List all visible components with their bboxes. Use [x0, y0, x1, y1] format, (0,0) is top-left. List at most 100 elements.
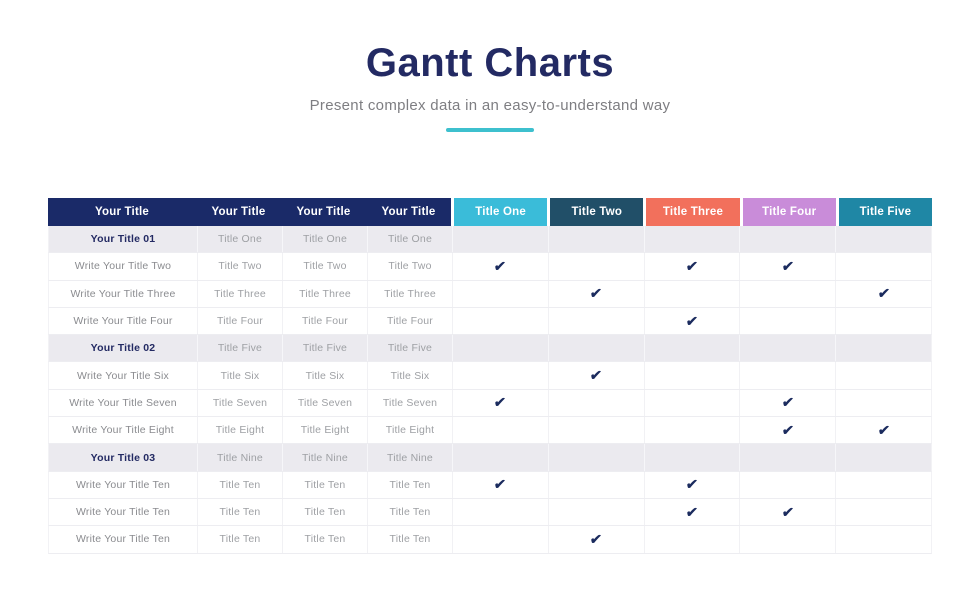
check-cell: ✔: [739, 498, 835, 526]
row-label-cell: Title Ten: [367, 498, 452, 526]
column-header-title-three: Title Three: [643, 198, 740, 226]
column-header-title-two: Title Two: [547, 198, 644, 226]
empty-cell: [739, 526, 835, 553]
empty-cell: [643, 417, 740, 444]
empty-cell: [547, 307, 644, 335]
empty-cell: [547, 226, 644, 253]
check-cell: ✔: [452, 253, 548, 280]
empty-cell: [452, 307, 548, 335]
check-cell: ✔: [547, 526, 644, 553]
column-header-your-title-3: Your Title: [281, 198, 366, 226]
row-label-cell: Title Six: [197, 362, 282, 389]
row-title: Write Your Title Seven: [69, 396, 177, 409]
slide: Gantt Charts Present complex data in an …: [0, 42, 980, 593]
task-row: Write Your Title Two Title Two Title Two Ti…: [48, 253, 932, 281]
row-label-cell: Title Ten: [282, 526, 367, 553]
check-icon: ✔: [685, 476, 699, 493]
empty-cell: [547, 253, 644, 280]
empty-cell: [643, 226, 740, 253]
row-label-cell: Title Three: [197, 280, 282, 307]
section-row: Your Title 01 Title One Title One Title One: [48, 226, 932, 254]
row-label-cell: Title Six: [282, 362, 367, 389]
check-cell: ✔: [739, 253, 835, 280]
row-label-cell: Title Four: [197, 307, 282, 335]
page-title: Gantt Charts: [365, 41, 615, 85]
row-label-cell: Title Ten: [197, 526, 282, 553]
column-header-title-five: Title Five: [835, 198, 932, 226]
row-label-cell: Title Five: [282, 335, 367, 362]
check-cell: ✔: [739, 389, 835, 417]
row-label-cell: Title Three: [282, 280, 367, 307]
empty-cell: [452, 226, 548, 253]
accent-underline: [446, 128, 534, 132]
table-body: Your Title 01 Title One Title One Title One…: [48, 226, 932, 554]
row-label-cell: Title Nine: [197, 444, 282, 471]
page-subtitle: Present complex data in an easy-to-under…: [309, 97, 671, 114]
empty-cell: [739, 335, 835, 362]
gantt-table: Your Title Your Title Your Title Your Ti…: [48, 198, 932, 554]
task-row: Write Your Title Ten Title Ten Title Ten Ti…: [48, 526, 932, 554]
row-label-cell: Title Ten: [197, 498, 282, 526]
row-title: Write Your Title Three: [70, 287, 176, 300]
check-icon: ✔: [876, 421, 891, 438]
check-icon: ✔: [876, 285, 891, 302]
row-label-cell: Title Two: [282, 253, 367, 280]
empty-cell: [452, 362, 548, 389]
column-header-your-title-4: Your Title: [366, 198, 451, 226]
column-header-title-four: Title Four: [739, 198, 836, 226]
empty-cell: [452, 526, 548, 553]
check-cell: ✔: [739, 417, 835, 444]
row-title: Write Your Title Ten: [75, 506, 171, 519]
empty-cell: [547, 498, 644, 526]
row-title: Write Your Title Ten: [75, 478, 171, 491]
check-cell: ✔: [547, 362, 644, 389]
empty-cell: [643, 526, 740, 553]
empty-cell: [643, 335, 740, 362]
check-cell: ✔: [835, 280, 931, 307]
row-label-cell: Title Eight: [197, 417, 282, 444]
check-cell: ✔: [643, 498, 740, 526]
check-icon: ✔: [493, 476, 508, 493]
empty-cell: [739, 226, 835, 253]
empty-cell: [739, 307, 835, 335]
row-title: Write Your Title Eight: [72, 424, 174, 437]
row-label-cell: Title Two: [197, 253, 282, 280]
row-label-cell: Title Eight: [367, 417, 452, 444]
empty-cell: [835, 362, 931, 389]
empty-cell: [835, 335, 931, 362]
empty-cell: [835, 526, 931, 553]
row-label-cell: Title Ten: [282, 498, 367, 526]
empty-cell: [547, 417, 644, 444]
empty-cell: [739, 471, 835, 498]
row-title: Your Title 01: [90, 233, 156, 246]
row-label-cell: Title Five: [197, 335, 282, 362]
row-label-cell: Title Four: [282, 307, 367, 335]
row-label-cell: Title One: [197, 226, 282, 253]
task-row: Write Your Title Ten Title Ten Title Ten Ti…: [48, 498, 932, 527]
empty-cell: [643, 444, 740, 471]
task-row: Write Your Title Seven Title Seven Title S…: [48, 389, 932, 418]
column-header-your-title-2: Your Title: [196, 198, 281, 226]
empty-cell: [739, 280, 835, 307]
task-row: Write Your Title Eight Title Eight Title E…: [48, 417, 932, 445]
check-cell: ✔: [643, 307, 740, 335]
task-row: Write Your Title Four Title Four Title Fou…: [48, 307, 932, 336]
row-label-cell: Title Five: [367, 335, 452, 362]
section-row: Your Title 02 Title Five Title Five Title F…: [48, 335, 932, 363]
row-label-cell: Title Four: [367, 307, 452, 335]
empty-cell: [835, 253, 931, 280]
empty-cell: [547, 444, 644, 471]
row-label-cell: Title Two: [367, 253, 452, 280]
empty-cell: [835, 498, 931, 526]
table-header: Your Title Your Title Your Title Your Ti…: [48, 198, 932, 226]
check-icon: ✔: [493, 257, 508, 274]
row-title: Write Your Title Ten: [75, 533, 171, 546]
row-title: Your Title 03: [90, 451, 156, 464]
row-label-cell: Title Seven: [282, 389, 367, 417]
check-cell: ✔: [452, 471, 548, 498]
row-label-cell: Title Ten: [282, 471, 367, 498]
empty-cell: [452, 417, 548, 444]
row-label-cell: Title Ten: [197, 471, 282, 498]
empty-cell: [739, 362, 835, 389]
row-label-cell: Title Ten: [367, 471, 452, 498]
